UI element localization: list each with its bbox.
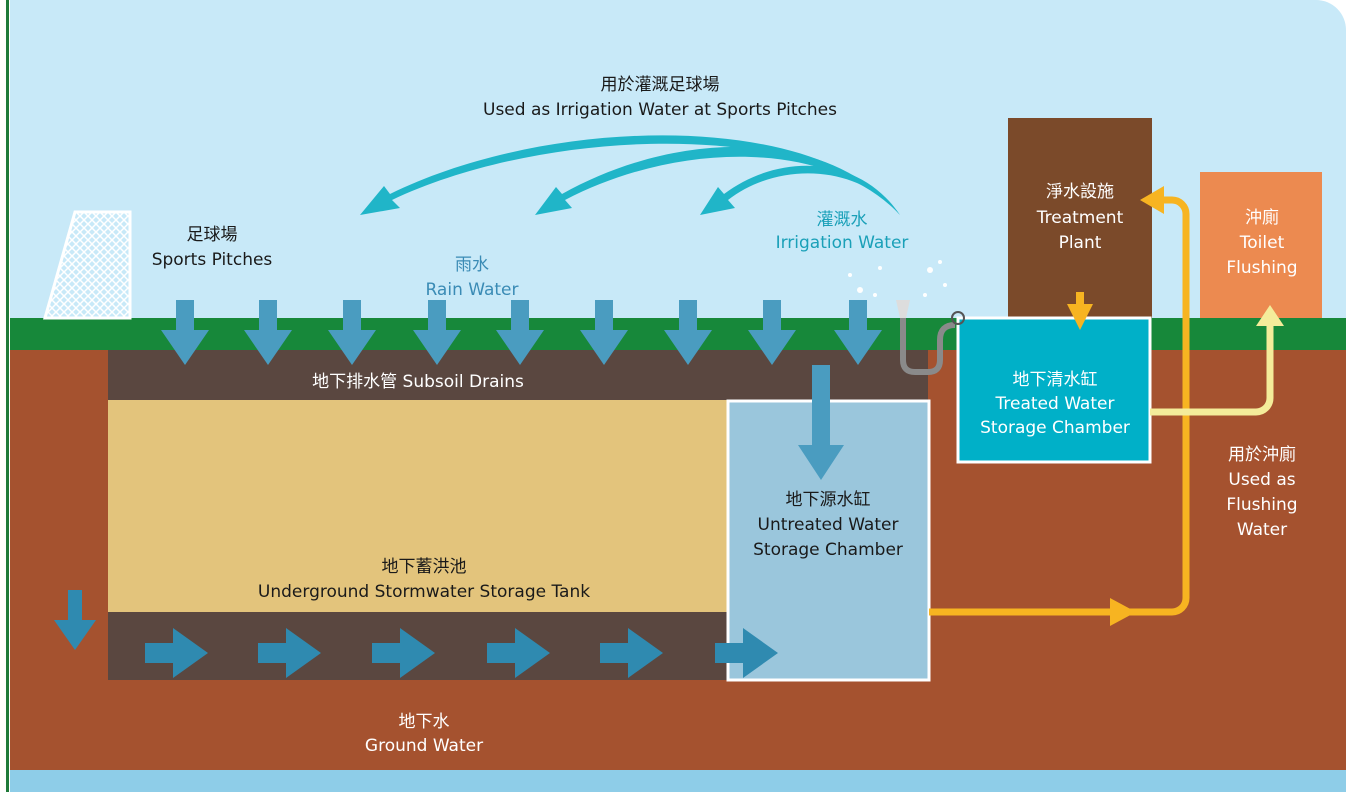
- label: Irrigation Water: [776, 233, 909, 253]
- arrow: [580, 300, 628, 365]
- label: 沖廁: [1245, 207, 1279, 228]
- arrow: [798, 365, 844, 480]
- pipes: [929, 196, 1274, 616]
- arrow: [328, 300, 376, 365]
- arrow: [413, 300, 461, 365]
- label: Toilet: [1239, 233, 1285, 253]
- label: 地下源水缸: [786, 489, 871, 510]
- label: Underground Stormwater Storage Tank: [258, 582, 590, 602]
- arrow: [1256, 305, 1284, 326]
- label: 灌溉水: [817, 210, 868, 230]
- label: 地下排水管 Subsoil Drains: [312, 372, 524, 392]
- label: Storage Chamber: [980, 418, 1130, 438]
- label: 雨水: [455, 255, 489, 275]
- label: 地下蓄洪池: [382, 557, 467, 577]
- label: Treatment: [1036, 208, 1124, 228]
- irrigation-arrows: [360, 135, 900, 215]
- label: Treated Water: [995, 394, 1115, 414]
- arrow: [54, 590, 96, 650]
- goal: [43, 210, 132, 320]
- label: Used as: [1228, 470, 1295, 490]
- label: Rain Water: [425, 280, 518, 300]
- label: 足球場: [187, 225, 238, 245]
- label: 淨水設施: [1046, 182, 1114, 202]
- arrow: [664, 300, 712, 365]
- arrow: [1110, 598, 1136, 626]
- label: Flushing: [1226, 258, 1297, 278]
- arrow: [1067, 304, 1093, 330]
- arrow: [258, 628, 321, 678]
- label: Storage Chamber: [753, 540, 903, 560]
- label: Water: [1237, 520, 1287, 540]
- arrow: [161, 300, 209, 365]
- arrow: [748, 300, 796, 365]
- arrow: [1140, 186, 1164, 214]
- label: 地下清水缸: [1013, 369, 1098, 390]
- label: Plant: [1059, 233, 1102, 253]
- arrow: [145, 628, 208, 678]
- title-zh: 用於灌溉足球場: [601, 75, 720, 95]
- label: Flushing: [1226, 495, 1297, 515]
- left-edge: [6, 0, 9, 792]
- title-en: Used as Irrigation Water at Sports Pitch…: [483, 100, 837, 120]
- flow-arrows: [145, 628, 778, 678]
- label: Sports Pitches: [152, 250, 273, 270]
- label: Untreated Water: [758, 515, 899, 535]
- arrow: [372, 628, 435, 678]
- treatment-plant: [1008, 118, 1152, 318]
- arrow: [244, 300, 292, 365]
- arrow: [600, 628, 663, 678]
- sprinkler: [848, 260, 965, 375]
- untreated-chamber: [726, 399, 931, 682]
- arrow: [715, 628, 778, 678]
- label: 地下水: [399, 712, 450, 732]
- bottom-band: [10, 770, 1346, 792]
- arrow: [487, 628, 550, 678]
- storage-tank: [108, 400, 728, 612]
- label: Ground Water: [365, 736, 483, 756]
- treated-chamber: [956, 316, 1152, 464]
- arrow: [834, 300, 882, 365]
- label: 用於沖廁: [1228, 444, 1296, 465]
- toilet-box: [1200, 172, 1322, 318]
- rain-arrows: [161, 300, 882, 365]
- arrow-stem: [1076, 292, 1084, 306]
- arrow: [496, 300, 544, 365]
